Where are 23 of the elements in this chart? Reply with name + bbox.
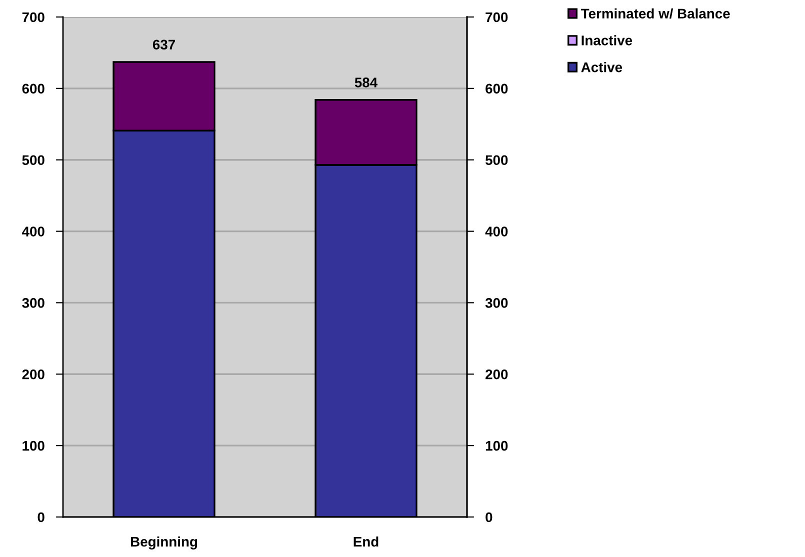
y2-tick-label: 0 (486, 512, 492, 522)
y2-tick-label: 400 (485, 226, 508, 236)
x-tick-label: Beginning (130, 536, 198, 550)
y2-tick-label: 500 (485, 155, 508, 166)
total-label: 584 (354, 78, 378, 88)
y-tick-label: 100 (22, 440, 44, 451)
y2-tick-label: 200 (486, 369, 508, 380)
y-tick-label: 700 (22, 12, 44, 22)
total-label: 637 (152, 40, 175, 50)
y2-tick-label: 300 (485, 298, 508, 308)
y2-tick-label: 100 (486, 440, 508, 451)
legend-label: Inactive (582, 35, 632, 46)
y-tick-label: 600 (22, 84, 44, 94)
y-tick-label: 500 (22, 155, 44, 166)
y2-tick-label: 700 (486, 12, 508, 22)
legend-label: Terminated w/ Balance (580, 8, 730, 19)
y-tick-label: 200 (22, 369, 44, 380)
y2-tick-label: 600 (486, 84, 508, 94)
y-tick-label: 0 (38, 512, 44, 522)
legend-label: Active (581, 62, 622, 72)
x-tick-label: End (354, 536, 378, 547)
y-tick-label: 300 (22, 298, 44, 308)
y-tick-label: 400 (22, 226, 44, 236)
